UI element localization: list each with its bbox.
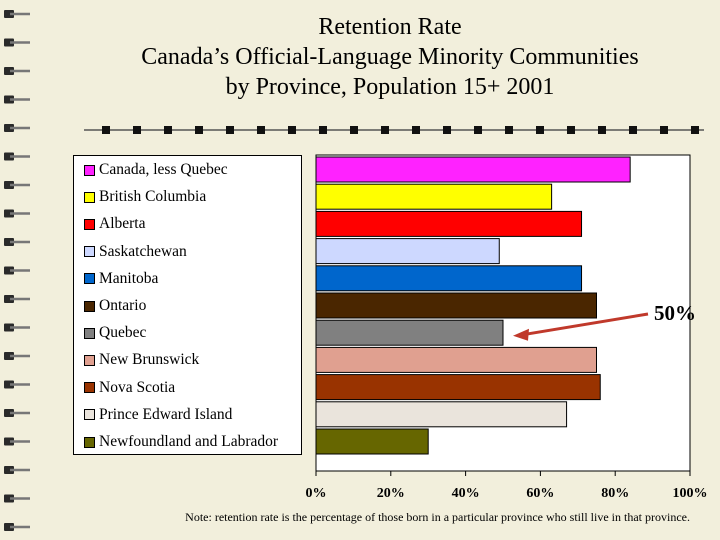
legend-label: British Columbia [99,188,207,206]
legend-swatch [84,246,95,258]
legend-swatch [84,354,95,366]
x-tick-label: 0% [306,486,327,501]
dashed-divider [84,126,704,134]
legend-item: Nova Scotia [84,378,175,398]
legend-label: Newfoundland and Labrador [99,433,279,450]
binder-rings [4,10,30,531]
title-line-1: Retention Rate [318,14,462,40]
legend-item: Canada, less Quebec [84,160,228,180]
x-tick-label: 60% [526,486,554,501]
legend-item: Ontario [84,296,146,316]
annotation-label: 50% [654,301,696,325]
legend-label: Quebec [99,324,147,342]
title-line-2: Canada’s Official-Language Minority Comm… [141,44,639,70]
title-line-3: by Province, Population 15+ 2001 [225,74,555,100]
bar-newfoundland-and-labrador [315,428,429,455]
legend-label: New Brunswick [99,351,200,369]
bar-saskatchewan [315,238,500,265]
legend-swatch [84,218,95,230]
x-tick-label: 100% [673,486,708,501]
legend-label: Alberta [99,215,146,233]
legend-swatch [84,191,95,203]
legend-item: New Brunswick [84,350,199,370]
bar-quebec [315,319,504,346]
legend-swatch [84,382,95,394]
legend-label: Manitoba [99,269,159,287]
legend-label: Nova Scotia [99,378,176,396]
legend-swatch [84,327,95,339]
chart-title: Retention Rate Canada’s Official-Languag… [60,12,720,102]
legend-item: Alberta [84,214,145,234]
bar-british-columbia [315,183,553,210]
legend-item: Prince Edward Island [84,405,232,425]
legend-label: Saskatchewan [99,242,187,260]
bar-manitoba [315,265,583,292]
footnote: Note: retention rate is the percentage o… [185,510,690,524]
legend-item: Newfoundland and Labrador [84,432,278,452]
x-tick-label: 80% [601,486,629,501]
legend-swatch [84,300,95,312]
legend-label: Prince Edward Island [99,405,233,423]
bar-canada-less-quebec [315,156,631,183]
legend-label: Ontario [99,297,147,314]
x-tick-label: 40% [452,486,480,501]
legend-item: Saskatchewan [84,242,187,262]
bar-prince-edward-island [315,401,568,428]
legend-item: Quebec [84,323,146,343]
bar-nova-scotia [315,374,601,401]
bar-ontario [315,292,597,319]
x-tick-label: 20% [377,486,405,501]
bar-new-brunswick [315,346,597,373]
annotation-arrow [522,312,649,337]
legend-label: Canada, less Quebec [99,161,228,178]
legend-swatch [84,164,95,176]
legend-swatch [84,409,95,421]
legend-swatch [84,436,95,448]
chart-legend: Canada, less Quebec British Columbia Alber… [73,155,302,455]
bar-alberta [315,210,583,237]
legend-item: Manitoba [84,269,158,289]
annotation-arrowhead [513,328,529,341]
legend-item: British Columbia [84,187,206,207]
legend-swatch [84,273,95,285]
